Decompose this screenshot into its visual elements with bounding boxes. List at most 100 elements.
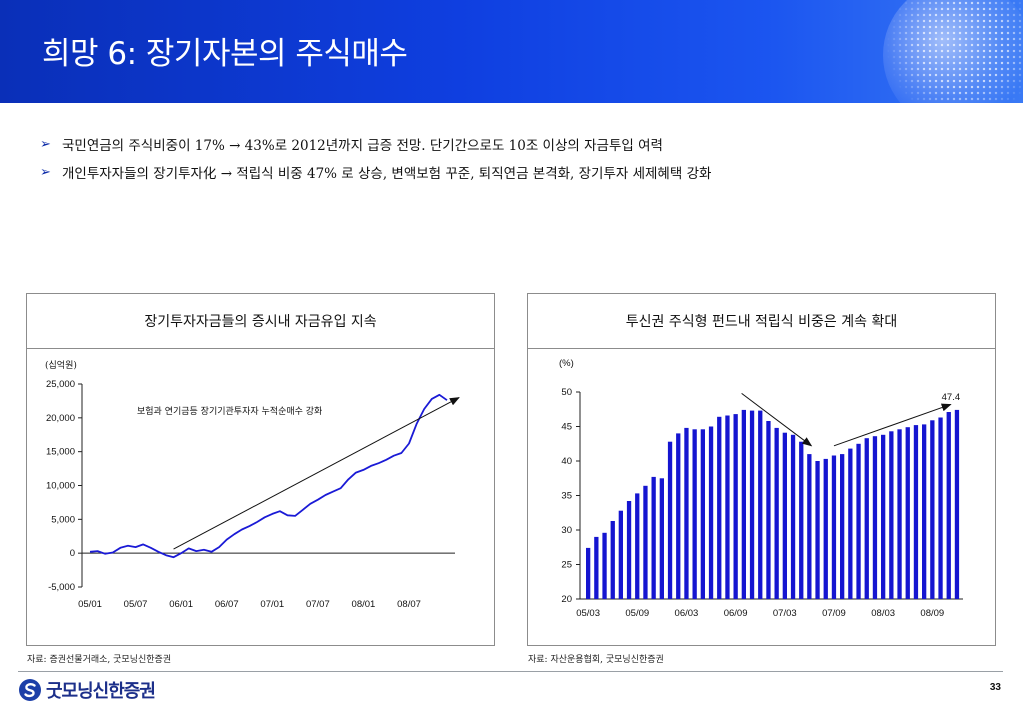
bar — [774, 427, 779, 599]
x-tick-label: 07/07 — [306, 599, 330, 610]
installment-ratio-bar-chart: (%) 20 25 30 35 40 45 50 05/03 05/09 06/03 06/09 07/… — [559, 358, 963, 619]
bar — [872, 436, 878, 599]
x-tick-label: 06/07 — [215, 599, 239, 610]
bar — [684, 427, 689, 599]
y-tick-label: 20,000 — [46, 413, 75, 424]
bullet-item: ➢ 국민연금의 주식비중이 17% → 43%로 2012년까지 급증 전망. … — [40, 130, 1000, 158]
bar — [610, 521, 615, 599]
x-tick-label: 08/03 — [871, 608, 895, 619]
x-tick-label: 05/09 — [625, 608, 649, 619]
x-tick-label: 08/09 — [920, 608, 944, 619]
bar — [758, 410, 763, 599]
bar — [692, 429, 697, 599]
bar — [651, 476, 656, 599]
arrow-bullet-icon: ➢ — [40, 164, 51, 180]
x-tick-label: 05/07 — [124, 599, 148, 610]
x-tick-label: 08/01 — [352, 599, 376, 610]
x-tick-label: 06/03 — [675, 608, 699, 619]
bar — [905, 427, 910, 599]
bar — [618, 510, 623, 599]
bar — [586, 547, 591, 599]
bar — [913, 425, 919, 599]
bar — [946, 412, 951, 599]
bar — [954, 409, 960, 599]
y-tick-label: -5,000 — [48, 582, 75, 593]
bar — [922, 424, 927, 599]
footer-divider — [18, 671, 1003, 672]
bar — [700, 429, 705, 599]
x-tick-label: 07/09 — [822, 608, 846, 619]
bar — [897, 429, 902, 599]
logo-text: 굿모닝신한증권 — [46, 681, 156, 702]
bar — [930, 420, 935, 599]
right-chart-panel: 투신권 주식형 펀드내 적립식 비중은 계속 확대 (%) 20 25 30 35 40 4… — [527, 293, 996, 646]
bar — [938, 417, 943, 599]
bar — [790, 434, 796, 599]
x-tick-label: 07/01 — [260, 599, 284, 610]
bar — [881, 434, 886, 599]
y-tick-label: 15,000 — [46, 447, 75, 458]
y-tick-label: 45 — [561, 422, 572, 433]
bar — [848, 448, 853, 599]
bar — [725, 415, 730, 599]
page-number: 33 — [989, 682, 1001, 693]
company-logo: 굿모닝신한증권 — [18, 677, 156, 703]
last-value-label: 47.4 — [942, 392, 961, 403]
x-tick-label: 06/09 — [724, 608, 748, 619]
bar — [635, 493, 640, 599]
bar — [807, 454, 812, 599]
bar — [766, 421, 771, 599]
y-tick-label: 35 — [561, 491, 572, 502]
up-trend-arrow — [833, 403, 952, 447]
bar — [594, 536, 599, 599]
y-tick-label: 20 — [561, 594, 572, 605]
bar — [626, 501, 632, 599]
bullet-text: 국민연금의 주식비중이 17% → 43%로 2012년까지 급증 전망. 단기… — [62, 138, 663, 154]
y-tick-label: 25,000 — [46, 379, 75, 390]
shinhan-logo-icon — [19, 679, 41, 701]
bullet-item: ➢ 개인투자자들의 장기투자化 → 적립식 비중 47% 로 상승, 변액보험 … — [40, 158, 1000, 186]
page-title: 희망 6: 장기자본의 주식매수 — [42, 36, 408, 72]
globe-dots-graphic — [873, 0, 1023, 103]
bar — [799, 441, 804, 599]
y-unit-label: (십억원) — [45, 359, 77, 371]
bar — [741, 409, 746, 599]
bar — [782, 432, 787, 599]
bar — [815, 461, 820, 599]
bar — [676, 433, 681, 599]
bar — [840, 454, 845, 599]
bar — [856, 443, 861, 600]
down-trend-arrow — [741, 392, 813, 447]
x-tick-label: 06/01 — [169, 599, 193, 610]
right-chart-source: 자료: 자산운용협회, 굿모닝신한증권 — [528, 655, 664, 665]
y-tick-label: 0 — [70, 548, 75, 559]
arrow-bullet-icon: ➢ — [40, 136, 51, 152]
header-banner: 희망 6: 장기자본의 주식매수 — [0, 0, 1023, 103]
left-chart-panel: 장기투자자금들의 증시내 자금유입 지속 (십억원) -5,000 0 5,000 10… — [26, 293, 495, 646]
cumulative-net-buying-line-chart: (십억원) -5,000 0 5,000 10,000 15,000 20,000 25,00… — [45, 359, 460, 610]
right-chart-title: 투신권 주식형 펀드내 적립식 비중은 계속 확대 — [528, 294, 995, 349]
bar — [659, 478, 664, 600]
chart-annotation: 보험과 연기금등 장기기관투자자 누적순매수 강화 — [137, 405, 322, 417]
bar — [831, 455, 837, 599]
bar — [889, 431, 894, 599]
left-chart-source: 자료: 증권선물거래소, 굿모닝신한증권 — [27, 655, 172, 665]
x-tick-label: 08/07 — [397, 599, 421, 610]
bar — [667, 441, 673, 599]
y-tick-label: 5,000 — [51, 514, 75, 525]
bar — [602, 532, 607, 599]
bar — [733, 414, 738, 599]
x-tick-label: 05/03 — [576, 608, 600, 619]
bar — [823, 458, 828, 599]
bar — [749, 410, 755, 599]
bar — [864, 438, 869, 599]
x-tick-label: 05/01 — [78, 599, 102, 610]
bullet-text: 개인투자자들의 장기투자化 → 적립식 비중 47% 로 상승, 변액보험 꾸준… — [62, 166, 712, 182]
series-line — [89, 393, 448, 559]
y-unit-label: (%) — [559, 358, 574, 369]
left-chart-title: 장기투자자금들의 증시내 자금유입 지속 — [27, 294, 494, 349]
y-tick-label: 25 — [561, 560, 572, 571]
y-tick-label: 10,000 — [46, 481, 75, 492]
bar — [708, 426, 714, 599]
y-tick-label: 50 — [561, 387, 572, 398]
